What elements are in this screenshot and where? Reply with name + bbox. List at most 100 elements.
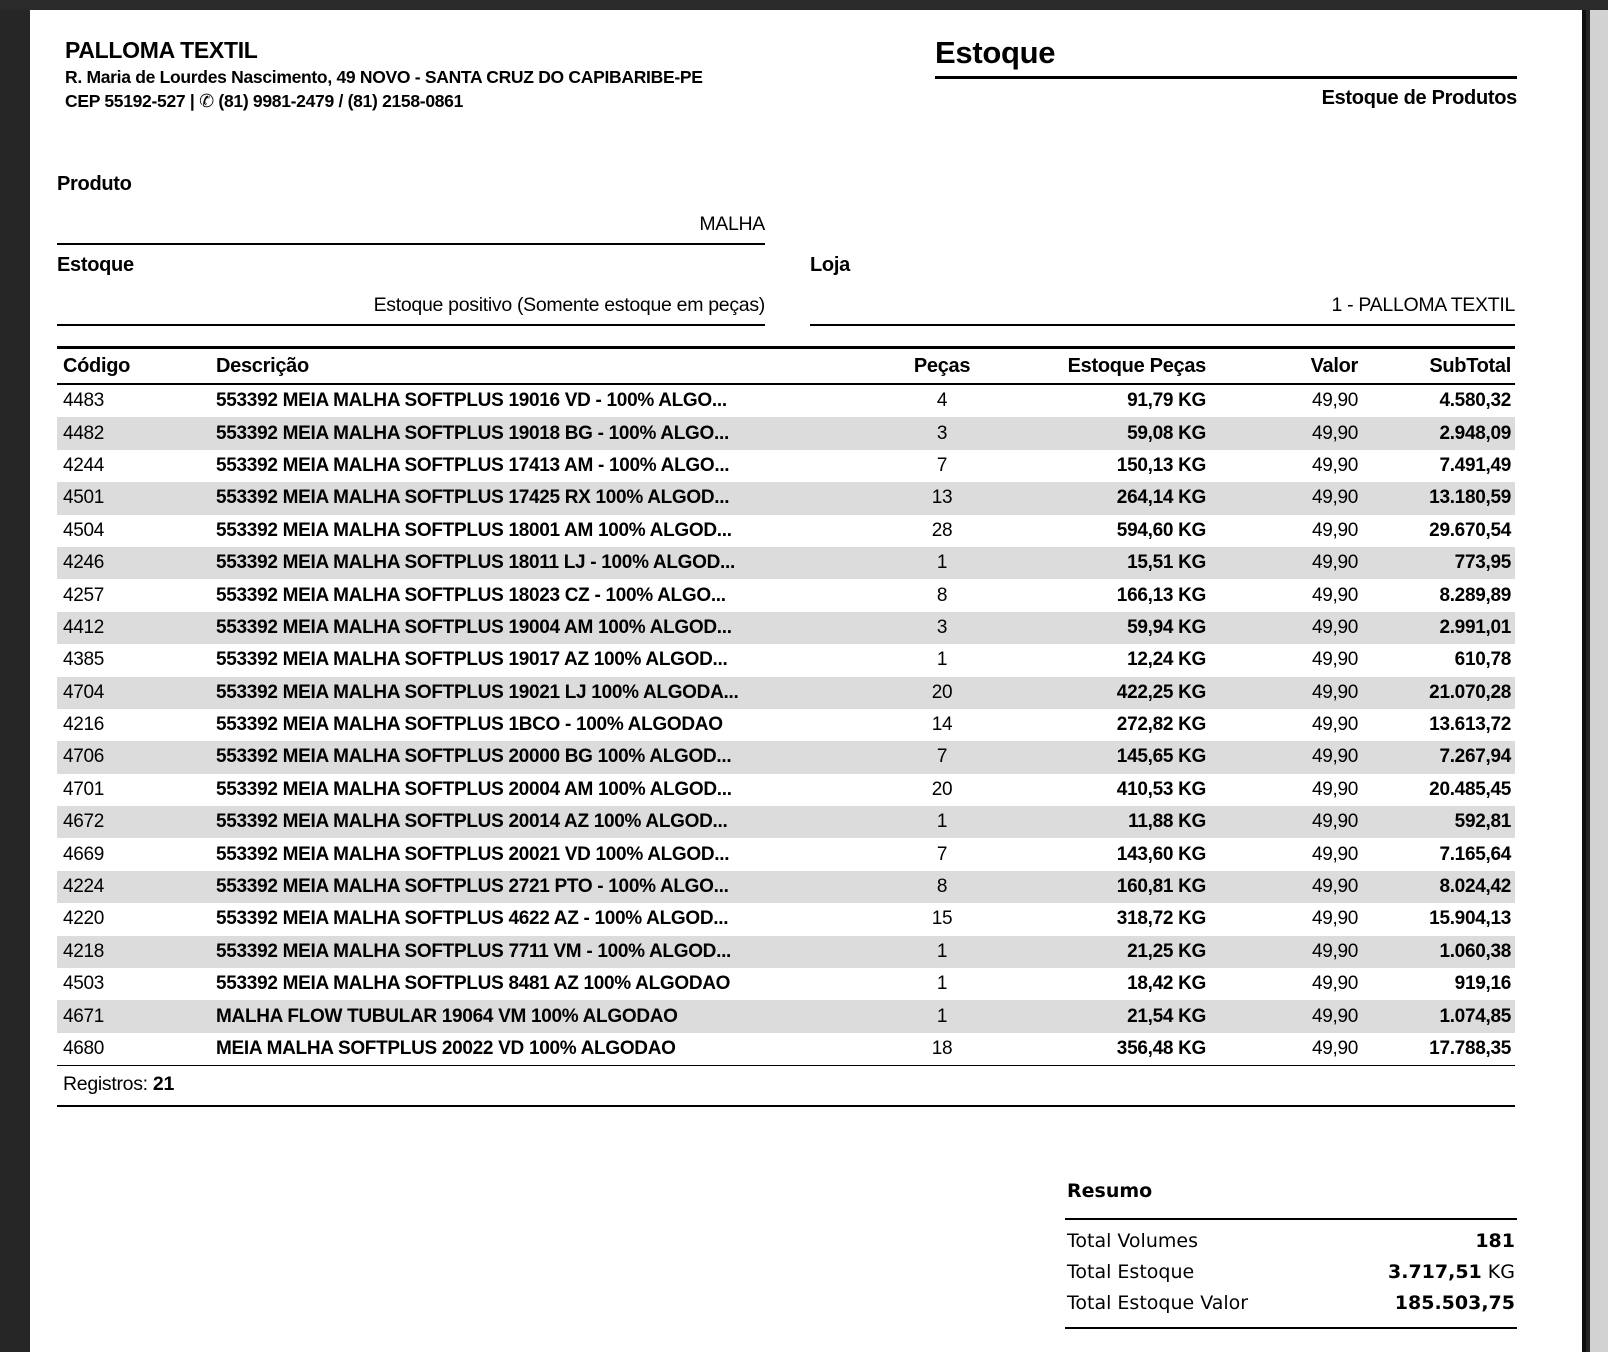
cell-descricao: 553392 MEIA MALHA SOFTPLUS 19018 BG - 10… (216, 422, 729, 444)
cell-subtotal: 7.491,49 (1439, 454, 1511, 476)
cell-codigo: 4218 (63, 940, 105, 962)
resumo-row-total-estoque-valor: Total Estoque Valor 185.503,75 (1065, 1288, 1517, 1319)
cell-valor: 49,90 (1311, 843, 1358, 865)
filter-estoque: Estoque Estoque positivo (Somente estoqu… (57, 253, 765, 326)
table-row: 4412 553392 MEIA MALHA SOFTPLUS 19004 AM… (57, 611, 1515, 645)
cell-subtotal: 4.580,32 (1439, 390, 1511, 412)
cell-codigo: 4706 (63, 746, 105, 768)
cell-valor: 49,90 (1311, 616, 1358, 638)
table-row: 4672 553392 MEIA MALHA SOFTPLUS 20014 AZ… (57, 806, 1515, 839)
cell-estoque-pecas: 18,42 KG (1127, 973, 1206, 995)
cell-descricao: 553392 MEIA MALHA SOFTPLUS 17425 RX 100%… (216, 487, 730, 509)
cell-estoque-pecas: 272,82 KG (1116, 714, 1207, 736)
table-row: 4706 553392 MEIA MALHA SOFTPLUS 20000 BG… (57, 741, 1515, 774)
cell-descricao: 553392 MEIA MALHA SOFTPLUS 19017 AZ 100%… (216, 649, 728, 671)
cell-subtotal: 17.788,35 (1429, 1038, 1511, 1059)
cell-subtotal: 13.180,59 (1429, 487, 1511, 509)
cell-subtotal: 29.670,54 (1429, 519, 1511, 541)
cell-descricao: MALHA FLOW TUBULAR 19064 VM 100% ALGODAO (216, 1005, 678, 1027)
cell-subtotal: 773,95 (1454, 552, 1512, 574)
resumo-row-total-volumes: Total Volumes 181 (1065, 1226, 1517, 1257)
cell-pecas: 7 (936, 454, 948, 476)
cell-subtotal: 7.267,94 (1439, 746, 1511, 768)
registros-label: Registros: (63, 1073, 148, 1096)
filter-estoque-value: Estoque positivo (Somente estoque em peç… (57, 293, 765, 326)
table-row: 4482 553392 MEIA MALHA SOFTPLUS 19018 BG… (57, 417, 1515, 450)
cell-estoque-pecas: 166,13 KG (1116, 584, 1207, 606)
table-row: 4385 553392 MEIA MALHA SOFTPLUS 19017 AZ… (57, 644, 1515, 676)
cell-subtotal: 2.948,09 (1439, 422, 1511, 444)
cell-pecas: 1 (936, 1005, 948, 1027)
filter-produto-value: MALHA (57, 212, 765, 245)
cell-valor: 49,90 (1311, 746, 1358, 768)
cell-subtotal: 1.074,85 (1439, 1005, 1511, 1027)
table-row: 4220 553392 MEIA MALHA SOFTPLUS 4622 AZ … (57, 903, 1515, 935)
cell-codigo: 4483 (63, 390, 105, 412)
resumo-label: Total Volumes (1067, 1230, 1198, 1252)
company-phone-line: CEP 55192-527 | ✆ (81) 9981-2479 / (81) … (65, 89, 703, 113)
cell-valor: 49,90 (1311, 811, 1358, 833)
table-row: 4246 553392 MEIA MALHA SOFTPLUS 18011 LJ… (57, 546, 1515, 580)
cell-pecas: 4 (936, 390, 948, 412)
cell-pecas: 8 (936, 876, 948, 898)
table-row: 4504 553392 MEIA MALHA SOFTPLUS 18001 AM… (57, 515, 1515, 547)
cell-pecas: 18 (931, 1038, 953, 1059)
cell-descricao: 553392 MEIA MALHA SOFTPLUS 1BCO - 100% A… (216, 714, 723, 736)
cell-descricao: 553392 MEIA MALHA SOFTPLUS 20004 AM 100%… (216, 778, 732, 800)
cell-pecas: 3 (936, 422, 948, 444)
cell-descricao: 553392 MEIA MALHA SOFTPLUS 20021 VD 100%… (216, 843, 730, 865)
cell-codigo: 4385 (63, 649, 105, 671)
company-name: PALLOMA TEXTIL (65, 37, 258, 63)
column-header-subtotal: SubTotal (1429, 354, 1511, 377)
scrollbar-track[interactable] (1590, 0, 1608, 1352)
cell-codigo: 4704 (63, 681, 105, 703)
cell-valor: 49,90 (1311, 454, 1358, 476)
cell-descricao: 553392 MEIA MALHA SOFTPLUS 7711 VM - 100… (216, 940, 732, 962)
table-row: 4501 553392 MEIA MALHA SOFTPLUS 17425 RX… (57, 482, 1515, 515)
resumo-value: 185.503,75 (1394, 1292, 1515, 1314)
resumo-row-total-estoque: Total Estoque 3.717,51 KG (1065, 1257, 1517, 1288)
cell-subtotal: 21.070,28 (1429, 681, 1511, 703)
cell-estoque-pecas: 12,24 KG (1127, 649, 1206, 671)
table-row: 4257 553392 MEIA MALHA SOFTPLUS 18023 CZ… (57, 579, 1515, 611)
cell-subtotal: 1.060,38 (1439, 940, 1511, 962)
cell-valor: 49,90 (1311, 940, 1358, 962)
registros-line: Registros: 21 (57, 1065, 1515, 1108)
table-row: 4224 553392 MEIA MALHA SOFTPLUS 2721 PTO… (57, 870, 1515, 904)
cell-subtotal: 8.289,89 (1439, 584, 1511, 606)
cell-estoque-pecas: 318,72 KG (1116, 908, 1207, 930)
table-row: 4680 MEIA MALHA SOFTPLUS 20022 VD 100% A… (57, 1033, 1515, 1065)
cell-estoque-pecas: 264,14 KG (1116, 487, 1207, 509)
cell-descricao: MEIA MALHA SOFTPLUS 20022 VD 100% ALGODA… (216, 1038, 676, 1059)
cell-pecas: 8 (936, 584, 948, 606)
cell-descricao: 553392 MEIA MALHA SOFTPLUS 18001 AM 100%… (216, 519, 732, 541)
cell-estoque-pecas: 59,08 KG (1127, 422, 1206, 444)
cell-valor: 49,90 (1311, 714, 1358, 736)
cell-valor: 49,90 (1311, 973, 1358, 995)
table-row: 4704 553392 MEIA MALHA SOFTPLUS 19021 LJ… (57, 676, 1515, 709)
cell-estoque-pecas: 11,88 KG (1128, 811, 1206, 833)
filter-loja: Loja 1 - PALLOMA TEXTIL (810, 253, 1515, 326)
cell-pecas: 7 (936, 746, 948, 768)
resumo-title: Resumo (1067, 1180, 1153, 1202)
cell-estoque-pecas: 410,53 KG (1116, 778, 1207, 800)
table-row: 4671 MALHA FLOW TUBULAR 19064 VM 100% AL… (57, 1000, 1515, 1033)
cell-pecas: 1 (936, 649, 948, 671)
column-header-descricao: Descrição (216, 354, 309, 377)
telephone-icon: ✆ (199, 91, 214, 111)
cell-codigo: 4504 (63, 519, 105, 541)
stock-table: Código Descrição Peças Estoque Peças Val… (57, 346, 1515, 1108)
cell-estoque-pecas: 594,60 KG (1116, 519, 1207, 541)
table-body: 4483 553392 MEIA MALHA SOFTPLUS 19016 VD… (57, 385, 1515, 1065)
cell-subtotal: 13.613,72 (1429, 714, 1511, 736)
table-row: 4244 553392 MEIA MALHA SOFTPLUS 17413 AM… (57, 450, 1515, 482)
cell-codigo: 4669 (63, 843, 105, 865)
cell-pecas: 28 (931, 519, 953, 541)
column-header-estoque-pecas: Estoque Peças (1067, 354, 1207, 377)
cell-codigo: 4244 (63, 454, 105, 476)
cell-subtotal: 15.904,13 (1429, 908, 1511, 930)
page-title: Estoque (935, 32, 1517, 79)
company-cep: CEP 55192-527 (65, 91, 186, 111)
registros-count: 21 (152, 1073, 174, 1096)
cell-pecas: 3 (936, 616, 948, 638)
